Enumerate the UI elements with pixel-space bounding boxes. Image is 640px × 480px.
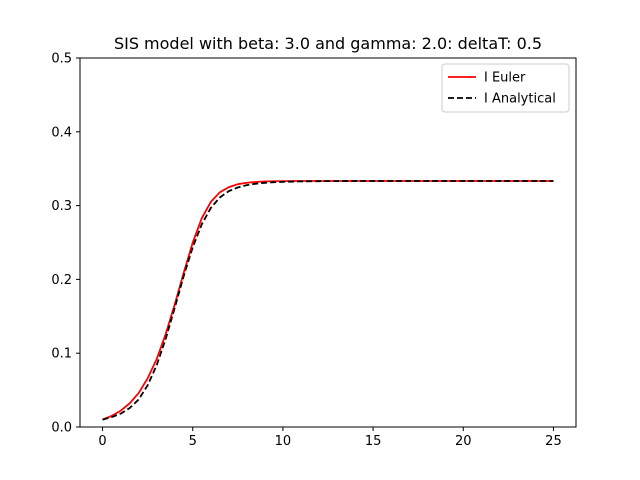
series-line-2 (102, 180, 554, 421)
y-tick-label: 0.2 (51, 273, 72, 288)
axes: 0 5 10 15 20 25 0.0 0.1 0.2 0.3 0.4 0.5 (51, 52, 577, 449)
chart-title: SIS model with beta: 3.0 and gamma: 2.0:… (114, 34, 542, 53)
legend-box (441, 63, 570, 113)
x-tick-label: 15 (365, 434, 382, 449)
y-tick-label: 0.1 (51, 347, 72, 362)
x-tick-label: 5 (189, 434, 197, 449)
x-tick-label: 25 (545, 434, 562, 449)
axes-frame (79, 57, 577, 428)
legend-label-1: I Euler (484, 71, 526, 86)
x-tick-label: 20 (455, 434, 472, 449)
legend: I Euler I Analytical (441, 63, 570, 113)
y-tick-label: 0.0 (51, 421, 72, 436)
x-tick-label: 10 (275, 434, 292, 449)
y-tick-label: 0.5 (51, 52, 72, 67)
x-tick-label: 0 (98, 434, 106, 449)
y-tick-label: 0.3 (51, 199, 72, 214)
y-tick-label: 0.4 (51, 125, 72, 140)
series-line-1 (102, 180, 554, 421)
plot-area (102, 180, 554, 421)
legend-label-2: I Analytical (484, 92, 556, 107)
